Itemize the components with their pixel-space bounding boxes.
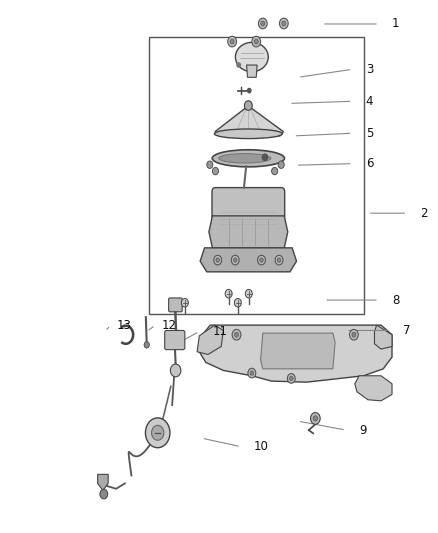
Circle shape (352, 333, 356, 337)
Circle shape (247, 88, 251, 93)
Text: 10: 10 (254, 440, 269, 453)
Circle shape (100, 489, 108, 499)
Circle shape (275, 255, 283, 265)
Text: 8: 8 (392, 294, 399, 306)
Circle shape (212, 167, 219, 175)
Circle shape (282, 21, 286, 26)
Polygon shape (98, 474, 108, 490)
Circle shape (207, 161, 213, 168)
Circle shape (311, 413, 320, 424)
Circle shape (234, 298, 241, 307)
Ellipse shape (214, 129, 282, 139)
Text: 9: 9 (359, 424, 367, 437)
Circle shape (277, 258, 281, 262)
Text: 7: 7 (403, 324, 410, 337)
Text: 6: 6 (366, 157, 373, 170)
Polygon shape (355, 376, 392, 401)
Circle shape (258, 255, 265, 265)
Text: 12: 12 (162, 319, 177, 332)
Circle shape (214, 255, 222, 265)
Circle shape (287, 374, 295, 383)
Text: 2: 2 (420, 207, 428, 220)
Circle shape (181, 298, 188, 307)
Circle shape (245, 289, 252, 298)
Text: 3: 3 (366, 63, 373, 76)
Polygon shape (199, 325, 392, 382)
Circle shape (252, 36, 261, 47)
Polygon shape (209, 216, 288, 248)
Circle shape (230, 39, 234, 44)
Text: 5: 5 (366, 127, 373, 140)
Polygon shape (215, 108, 283, 136)
Circle shape (225, 289, 232, 298)
Circle shape (235, 333, 238, 337)
Circle shape (262, 154, 268, 160)
Circle shape (313, 416, 318, 421)
Circle shape (233, 258, 237, 262)
FancyBboxPatch shape (169, 298, 182, 312)
Circle shape (228, 36, 237, 47)
Circle shape (237, 63, 240, 67)
Circle shape (145, 418, 170, 448)
Circle shape (248, 368, 256, 378)
Circle shape (244, 101, 252, 110)
Circle shape (278, 161, 284, 168)
Polygon shape (247, 65, 257, 77)
Circle shape (272, 167, 278, 175)
Circle shape (231, 255, 239, 265)
Circle shape (170, 364, 181, 377)
Circle shape (144, 342, 149, 348)
Circle shape (290, 376, 293, 381)
Circle shape (216, 258, 219, 262)
Text: 13: 13 (117, 319, 132, 332)
Text: 11: 11 (212, 325, 227, 338)
Polygon shape (374, 325, 392, 349)
Circle shape (350, 329, 358, 340)
Polygon shape (261, 333, 335, 369)
FancyBboxPatch shape (212, 188, 285, 220)
Circle shape (260, 258, 263, 262)
Ellipse shape (219, 154, 271, 163)
Ellipse shape (235, 42, 268, 72)
Circle shape (254, 39, 258, 44)
Polygon shape (200, 248, 297, 272)
Circle shape (279, 18, 288, 29)
Circle shape (258, 18, 267, 29)
Circle shape (232, 329, 241, 340)
Bar (149, 37, 364, 314)
Polygon shape (197, 325, 223, 354)
Text: 1: 1 (392, 18, 399, 30)
Circle shape (261, 21, 265, 26)
Text: 4: 4 (366, 95, 373, 108)
Ellipse shape (212, 150, 285, 167)
Circle shape (250, 371, 254, 375)
FancyBboxPatch shape (165, 330, 185, 350)
Circle shape (152, 425, 164, 440)
